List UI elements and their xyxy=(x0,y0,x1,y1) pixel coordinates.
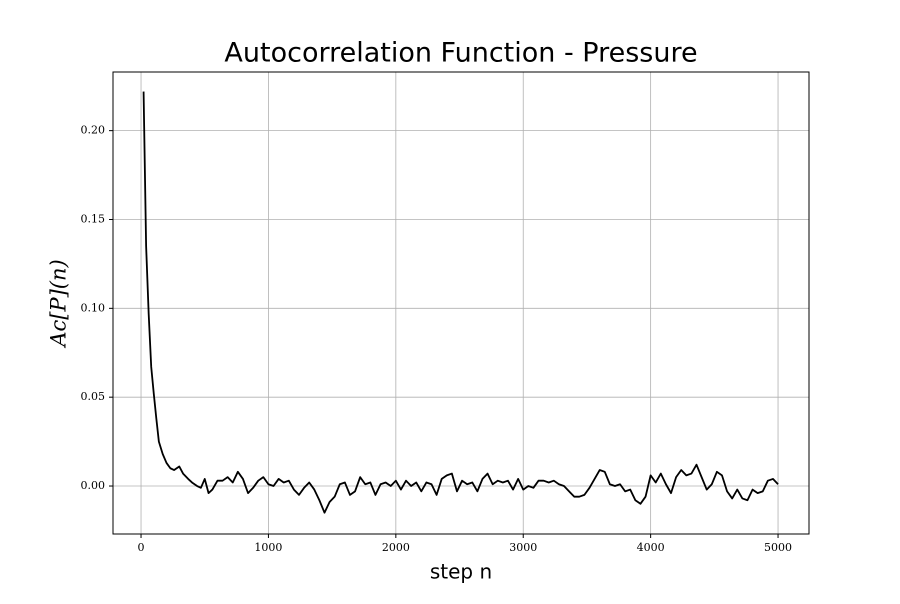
x-tick-label: 4000 xyxy=(637,541,665,554)
x-tick-label: 1000 xyxy=(254,541,282,554)
x-tick-label: 5000 xyxy=(764,541,792,554)
y-tick-label: 0.15 xyxy=(81,212,106,225)
x-tick-label: 2000 xyxy=(382,541,410,554)
y-tick-label: 0.10 xyxy=(81,301,106,314)
data-line xyxy=(142,91,779,514)
y-tick-label: 0.20 xyxy=(81,124,106,137)
y-tick-label: 0.00 xyxy=(81,479,106,492)
axes-frame xyxy=(112,71,810,535)
plot-area: 0.00 0.05 0.10 0.15 0.20 0 1000 2000 3000 4000 500… xyxy=(81,71,810,554)
y-axis-label: Ac[P](n) xyxy=(47,259,71,348)
x-tick-label: 3000 xyxy=(509,541,537,554)
chart-title: Autocorrelation Function - Pressure xyxy=(224,38,697,69)
x-tick-label: 0 xyxy=(138,541,145,554)
x-axis-label: step n xyxy=(430,560,492,584)
y-tick-label: 0.05 xyxy=(81,390,106,403)
